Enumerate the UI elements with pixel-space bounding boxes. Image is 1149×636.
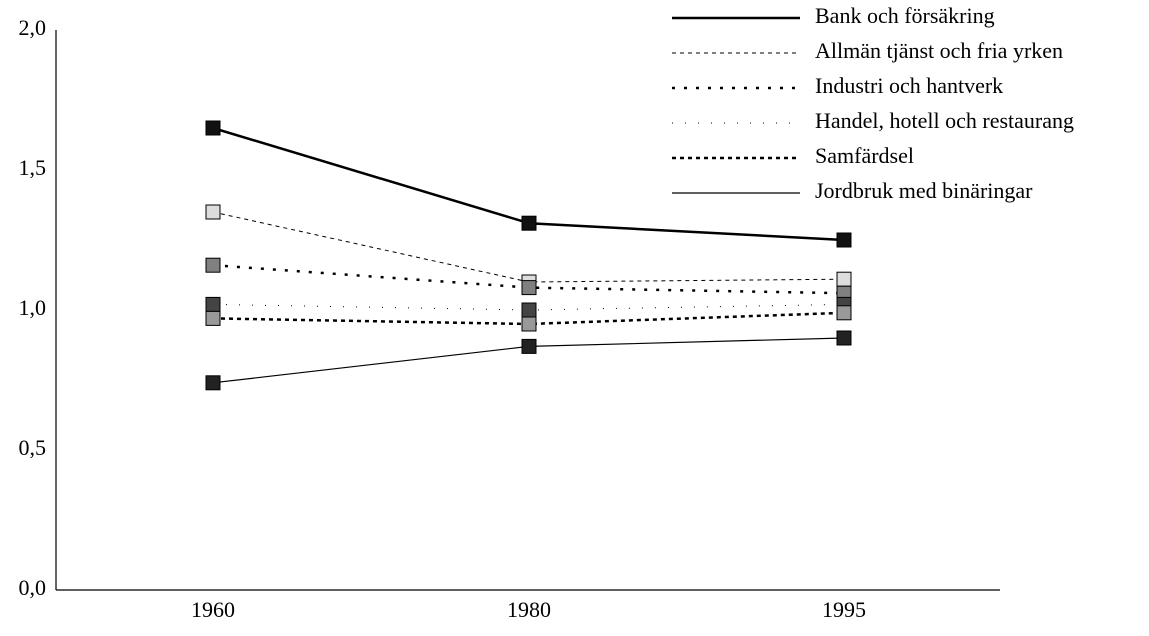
y-tick-label: 1,0 [19, 295, 47, 320]
y-tick-label: 1,5 [19, 155, 47, 180]
legend-label: Allmän tjänst och fria yrken [815, 38, 1063, 63]
marker [836, 232, 852, 248]
x-tick-label: 1960 [191, 597, 235, 622]
x-tick-label: 1995 [822, 597, 866, 622]
x-tick-label: 1980 [507, 597, 551, 622]
y-tick-label: 2,0 [19, 15, 47, 40]
marker [205, 257, 221, 273]
marker [521, 302, 537, 318]
y-tick-label: 0,0 [19, 575, 47, 600]
series-line [212, 311, 845, 326]
legend-label: Samfärdsel [815, 143, 914, 168]
marker [521, 215, 537, 231]
legend-label: Handel, hotell och restaurang [815, 108, 1074, 133]
marker [205, 296, 221, 312]
legend-label: Bank och försäkring [815, 3, 995, 28]
marker [205, 120, 221, 136]
marker [836, 305, 852, 321]
marker [836, 330, 852, 346]
marker [205, 310, 221, 326]
y-tick-label: 0,5 [19, 435, 47, 460]
legend-label: Jordbruk med binäringar [815, 178, 1033, 203]
marker [836, 271, 852, 287]
marker [521, 280, 537, 296]
legend-label: Industri och hantverk [815, 73, 1003, 98]
marker [521, 338, 537, 354]
marker [521, 316, 537, 332]
marker [205, 204, 221, 220]
marker [205, 375, 221, 391]
